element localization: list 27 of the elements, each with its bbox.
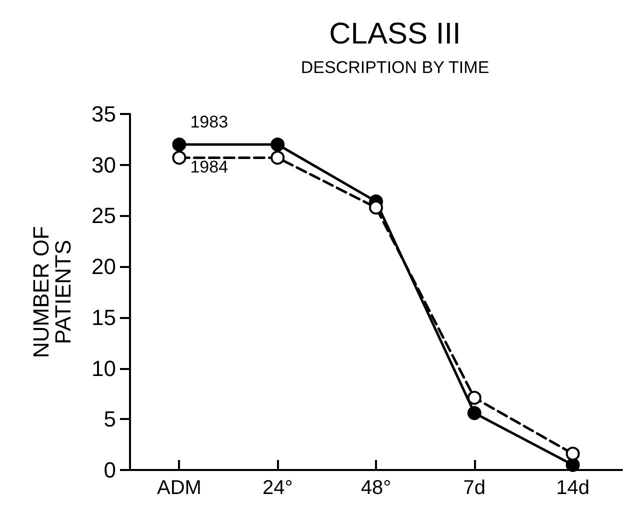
point xyxy=(467,406,482,420)
y-tick-label: 35 xyxy=(92,102,116,126)
series-label: 1983 xyxy=(190,112,228,132)
point xyxy=(467,390,482,405)
point xyxy=(172,150,186,165)
x-tick-label: 24° xyxy=(262,477,293,499)
x-tick-label: ADM xyxy=(156,477,202,499)
point xyxy=(369,200,383,215)
point xyxy=(566,458,580,472)
x-tick-label: 48° xyxy=(360,477,392,499)
point xyxy=(270,138,285,152)
x-tick-label: 7d xyxy=(463,477,486,499)
chart-title: CLASS III xyxy=(329,18,461,50)
x-tick-label: 14d xyxy=(556,477,590,499)
y-tick-label: 15 xyxy=(92,304,116,330)
chart-subtitle: DESCRIPTION BY TIME xyxy=(300,58,490,77)
y-tick-label: 25 xyxy=(92,203,116,228)
point xyxy=(172,138,186,152)
y-axis-title: NUMBER OF PATIENTS xyxy=(28,226,76,358)
point xyxy=(270,150,285,165)
y-tick-label: 20 xyxy=(92,254,116,280)
y-tick-label: 30 xyxy=(92,152,116,178)
y-tick-label: 0 xyxy=(104,458,116,482)
series-label: 1984 xyxy=(190,158,228,177)
y-tick-label: 10 xyxy=(92,356,116,381)
y-tick-label: 5 xyxy=(104,406,116,432)
point xyxy=(566,446,580,461)
